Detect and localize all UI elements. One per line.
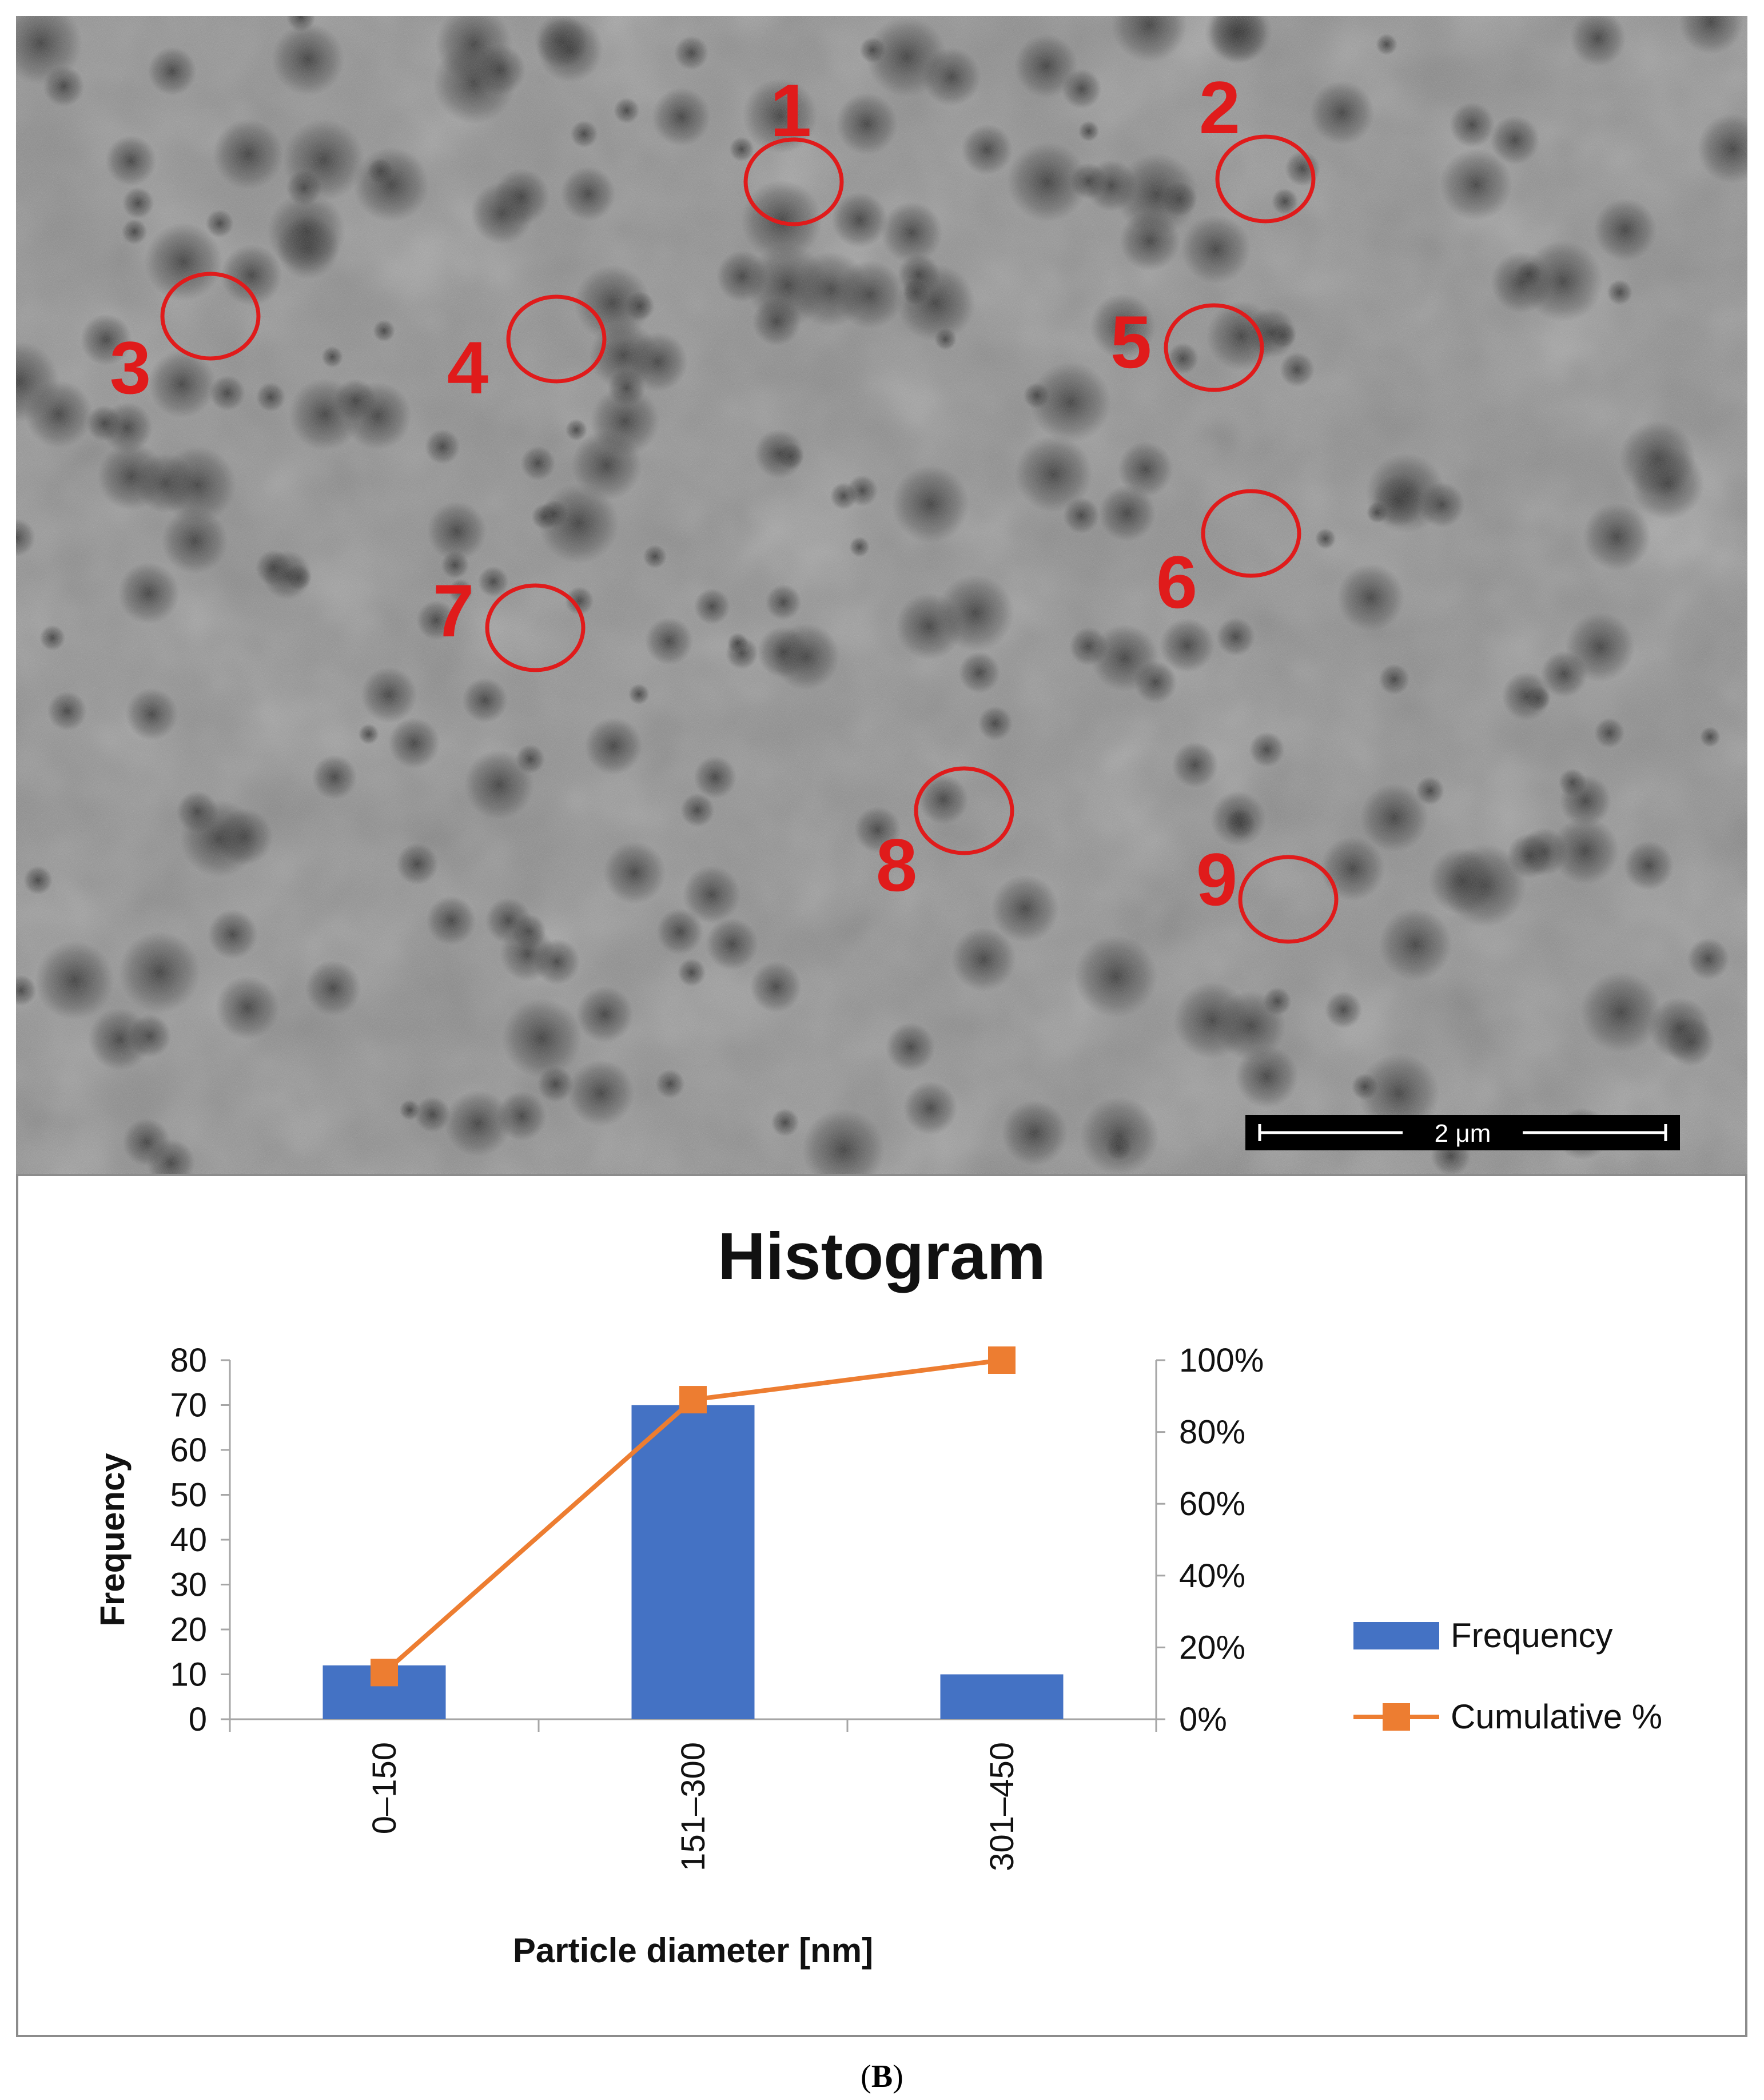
legend-marker-cumulative	[1383, 1703, 1410, 1731]
particle-circle	[485, 583, 586, 672]
x-tick-label: 0–150	[366, 1742, 403, 1834]
particle-number: 5	[1110, 300, 1152, 384]
y-tick-label: 40	[170, 1521, 207, 1559]
y-tick-label: 0	[189, 1701, 207, 1738]
particle-circle	[743, 137, 844, 226]
particle-circle	[1201, 489, 1301, 578]
legend-label-cumulative: Cumulative %	[1451, 1697, 1662, 1736]
axis-labels: 0 10 20 30 40 50 60 70 80 0% 20% 40% 60% 80% 100% 0–150…	[93, 1342, 1264, 1970]
scale-bar-label: 2 μm	[1435, 1119, 1491, 1147]
particle-circle	[914, 766, 1014, 855]
caption-letter: B	[871, 2059, 893, 2094]
particle-circle	[1164, 303, 1264, 392]
particle-circle	[506, 294, 607, 384]
particle-number: 2	[1199, 66, 1240, 149]
y2-tick-label: 80%	[1179, 1414, 1245, 1451]
bar-series	[322, 1405, 1064, 1719]
y2-tick-label: 0%	[1179, 1701, 1227, 1738]
sem-micrograph: 1 2 3 4 5 6 7 8 9 2 μm	[16, 16, 1747, 1174]
y-tick-label: 60	[170, 1432, 207, 1469]
histogram-panel: Histogram 0 10 20 30 40 50 60 70 80 0% 20% 40% 60% 80…	[16, 1174, 1747, 2037]
frequency-bar	[940, 1674, 1064, 1719]
y2-tick-label: 100%	[1179, 1342, 1264, 1379]
y-axis-title: Frequency	[93, 1453, 132, 1627]
particle-number: 3	[110, 326, 151, 409]
legend: Frequency Cumulative %	[1353, 1616, 1662, 1736]
y-tick-label: 30	[170, 1567, 207, 1604]
particle-circle	[1238, 855, 1339, 944]
frequency-bar	[631, 1405, 755, 1719]
particle-number: 7	[433, 569, 474, 652]
x-tick-label: 301–450	[983, 1742, 1021, 1871]
y-tick-label: 50	[170, 1477, 207, 1514]
particle-marker-layer: 1 2 3 4 5 6 7 8 9	[110, 66, 1339, 944]
y-tick-label: 10	[170, 1656, 207, 1693]
scale-bar: 2 μm	[1245, 1115, 1680, 1150]
y-tick-label: 80	[170, 1342, 207, 1379]
particle-circle	[160, 272, 261, 361]
chart-title: Histogram	[718, 1219, 1046, 1293]
cumulative-marker	[371, 1659, 398, 1687]
x-axis-title: Particle diameter [nm]	[513, 1931, 873, 1970]
sem-grain	[16, 16, 1747, 1174]
particle-number: 4	[447, 326, 488, 409]
particle-circle	[1215, 134, 1316, 224]
y-tick-label: 20	[170, 1611, 207, 1648]
particle-number: 9	[1196, 838, 1237, 921]
legend-swatch-frequency	[1353, 1622, 1439, 1649]
y-tick-label: 70	[170, 1387, 207, 1424]
cumulative-marker	[988, 1346, 1016, 1374]
cumulative-marker	[679, 1386, 707, 1414]
y2-tick-label: 40%	[1179, 1557, 1245, 1595]
y2-tick-label: 60%	[1179, 1485, 1245, 1523]
legend-label-frequency: Frequency	[1451, 1616, 1612, 1655]
particle-number: 6	[1156, 540, 1197, 624]
line-series	[371, 1346, 1016, 1687]
particle-number: 1	[770, 69, 811, 152]
figure-caption: (B)	[861, 2059, 903, 2094]
x-tick-label: 151–300	[675, 1742, 712, 1871]
histogram-chart: Histogram 0 10 20 30 40 50 60 70 80 0% 20% 40% 60% 80…	[93, 1219, 1662, 1970]
y2-tick-label: 20%	[1179, 1629, 1245, 1666]
particle-number: 8	[876, 823, 917, 907]
